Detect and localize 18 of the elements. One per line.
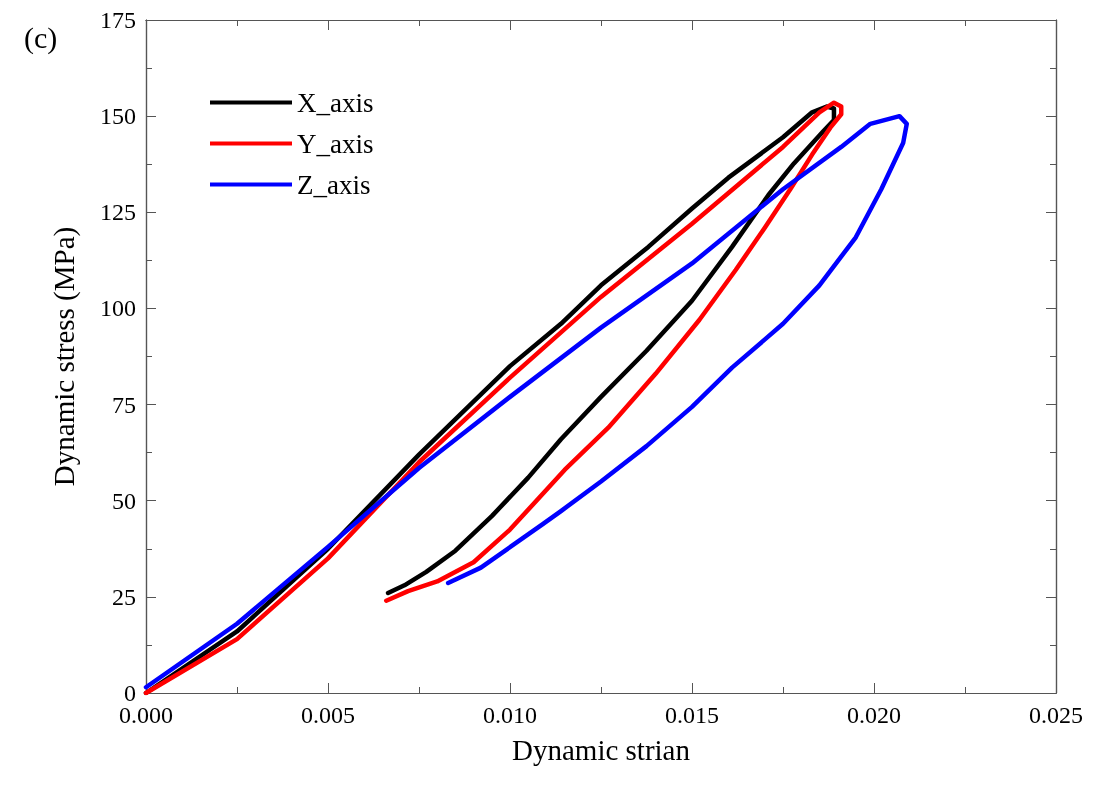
x-tick-label: 0.015: [665, 702, 719, 728]
x-axis-title: Dynamic strian: [512, 733, 691, 766]
legend-label: Z_axis: [297, 169, 371, 200]
y-tick-label: 125: [100, 199, 136, 226]
legend-label: X_axis: [297, 87, 374, 118]
x-tick-label: 0.005: [301, 702, 355, 728]
y-tick-label: 100: [100, 295, 136, 322]
x-tick-label: 0.025: [1029, 702, 1083, 728]
y-tick-label: 150: [100, 103, 136, 130]
y-tick-label: 50: [112, 487, 136, 514]
x-tick-label: 0.010: [483, 702, 537, 728]
x-tick-label: 0.020: [847, 702, 901, 728]
y-tick-label: 175: [100, 7, 136, 33]
y-tick-label: 75: [112, 391, 136, 418]
y-axis-title: Dynamic stress (MPa): [47, 226, 81, 487]
y-tick-label: 25: [112, 583, 136, 610]
text: (c): [24, 20, 58, 55]
legend-label: Y_axis: [297, 128, 374, 159]
